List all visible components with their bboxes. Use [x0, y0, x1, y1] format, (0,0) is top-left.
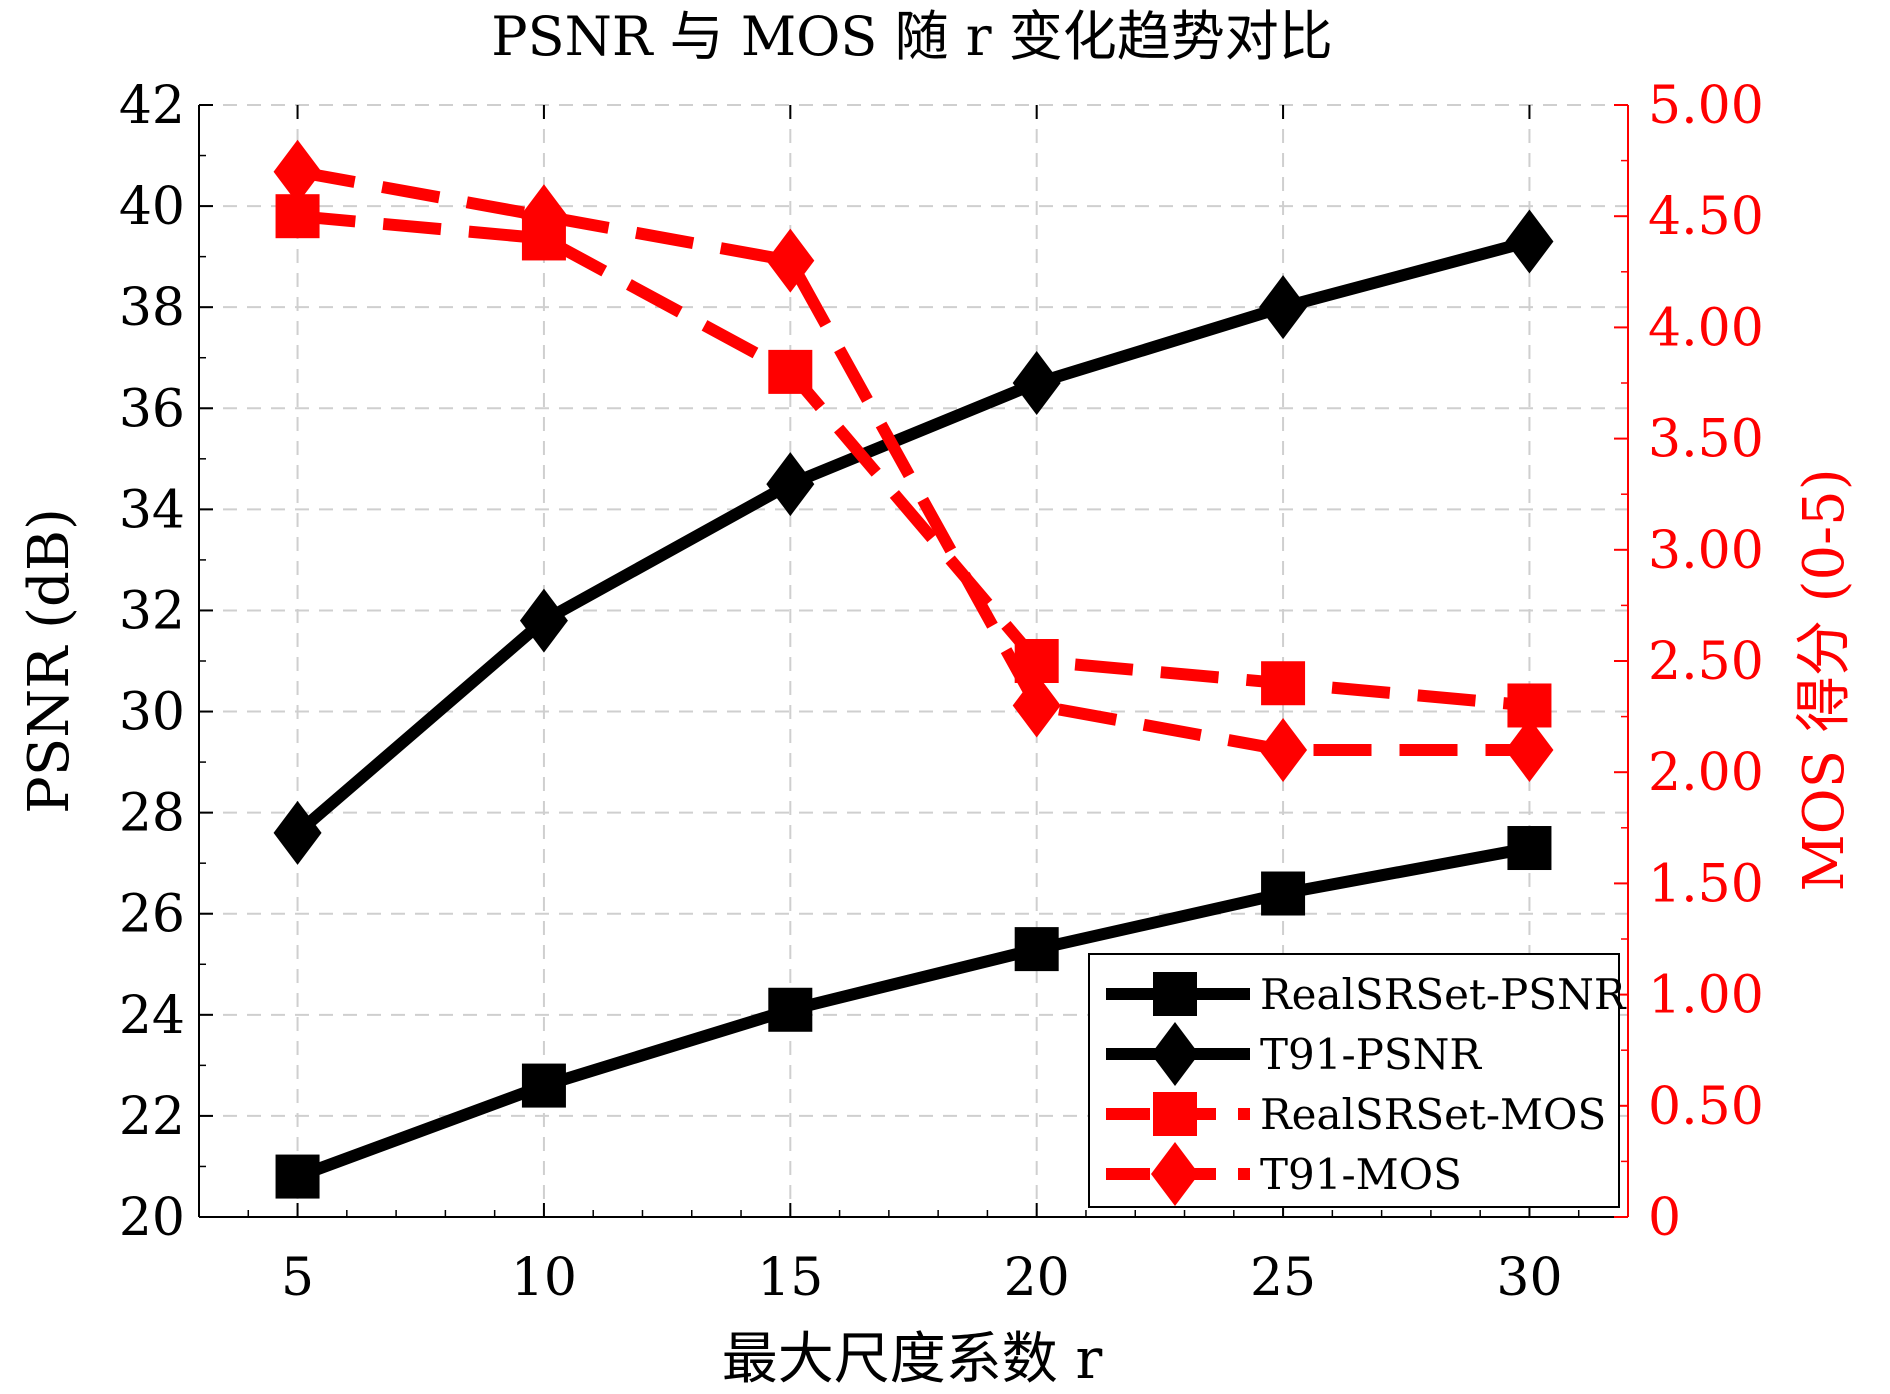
data-point-T91-MOS-25 [1259, 717, 1308, 782]
chart-title: PSNR 与 MOS 随 r 变化趋势对比 [491, 5, 1332, 68]
data-point-T91-MOS-10 [519, 184, 568, 249]
y-axis-label-left: PSNR (dB) [17, 508, 82, 814]
legend-label-T91-MOS: T91-MOS [1260, 1150, 1462, 1199]
y-right-tick-label: 1.50 [1648, 854, 1764, 914]
legend-label-T91-PSNR: T91-PSNR [1260, 1030, 1482, 1079]
x-tick-label: 5 [281, 1248, 314, 1308]
y-left-tick-label: 32 [119, 581, 185, 641]
series-line-RealSRSet-MOS [297, 210, 1530, 712]
data-point-RealSRSet-PSNR-15 [768, 987, 813, 1032]
y-axis-label-right: MOS 得分 (0-5) [1792, 468, 1857, 891]
y-left-tick-label: 34 [119, 480, 185, 540]
y-right-tick-label: 0.50 [1648, 1077, 1764, 1137]
legend: RealSRSet-PSNR T91-PSNR RealSRSet-MOS T91-M… [1088, 953, 1627, 1208]
series-RealSRSet-PSNR [275, 826, 1552, 1199]
y-left-tick-label: 30 [119, 683, 185, 743]
y-left-tick-label: 42 [119, 76, 185, 136]
series-RealSRSet-MOS [275, 194, 1552, 728]
y-left-tick-label: 38 [119, 278, 185, 338]
y-right-tick-label: 2.00 [1648, 743, 1764, 803]
data-point-RealSRSet-PSNR-20 [1014, 927, 1059, 972]
data-point-T91-PSNR-20 [1012, 351, 1061, 415]
legend-marker-T91-PSNR [1151, 1022, 1199, 1086]
series-T91-PSNR [273, 209, 1554, 865]
y-right-tick-label: 3.50 [1648, 410, 1764, 470]
data-point-T91-MOS-20 [1012, 673, 1061, 738]
y-left-tick-label: 28 [119, 784, 185, 844]
x-axis-label: 最大尺度系数 r [722, 1327, 1103, 1392]
y-left-tick-label: 36 [119, 379, 185, 439]
data-point-RealSRSet-MOS-15 [768, 349, 813, 394]
series-T91-MOS [273, 139, 1554, 782]
data-point-T91-PSNR-10 [519, 588, 568, 653]
ticks: 5 10 15 20 25 30 20 22 24 26 28 30 32 34 36 38 40 42 0 0.50… [119, 76, 1764, 1308]
y-right-tick-label: 2.50 [1648, 632, 1764, 692]
y-right-tick-label: 1.00 [1648, 966, 1764, 1026]
data-point-RealSRSet-PSNR-25 [1261, 871, 1306, 916]
x-tick-label: 15 [757, 1248, 823, 1308]
legend-marker-RealSRSet-MOS [1153, 1092, 1197, 1136]
series-line-T91-PSNR [293, 235, 1531, 838]
data-point-T91-PSNR-25 [1259, 275, 1308, 340]
x-tick-label: 10 [511, 1248, 577, 1308]
x-tick-label: 20 [1004, 1248, 1070, 1308]
data-point-T91-PSNR-15 [766, 452, 815, 517]
data-point-RealSRSet-PSNR-5 [275, 1154, 320, 1199]
y-right-tick-label: 5.00 [1648, 76, 1764, 136]
y-left-tick-label: 24 [119, 986, 185, 1046]
data-point-T91-PSNR-5 [273, 800, 322, 865]
x-tick-label: 25 [1250, 1248, 1316, 1308]
legend-label-RealSRSet-MOS: RealSRSet-MOS [1260, 1090, 1606, 1139]
x-tick-label: 30 [1496, 1248, 1562, 1308]
data-point-T91-MOS-15 [766, 228, 815, 293]
y-right-tick-label: 0 [1648, 1188, 1681, 1248]
legend-label-RealSRSet-PSNR: RealSRSet-PSNR [1260, 970, 1627, 1019]
y-right-tick-label: 3.00 [1648, 521, 1764, 581]
y-left-tick-label: 22 [119, 1087, 185, 1147]
data-point-RealSRSet-MOS-25 [1261, 661, 1306, 706]
y-left-tick-label: 26 [119, 885, 185, 945]
data-point-T91-MOS-30 [1505, 717, 1554, 782]
data-point-RealSRSet-PSNR-10 [521, 1063, 566, 1108]
series-line-T91-MOS [296, 165, 1530, 756]
y-left-tick-label: 20 [119, 1188, 185, 1248]
y-right-tick-label: 4.50 [1648, 187, 1764, 247]
series-layer [273, 139, 1554, 1199]
y-right-tick-label: 4.00 [1648, 298, 1764, 358]
data-point-T91-PSNR-30 [1505, 209, 1554, 274]
legend-marker-T91-MOS [1151, 1142, 1199, 1206]
y-left-tick-label: 40 [119, 177, 185, 237]
series-line-RealSRSet-PSNR [295, 842, 1531, 1183]
data-point-T91-MOS-5 [273, 139, 322, 204]
data-point-RealSRSet-PSNR-30 [1507, 826, 1552, 871]
legend-marker-RealSRSet-PSNR [1153, 972, 1197, 1016]
